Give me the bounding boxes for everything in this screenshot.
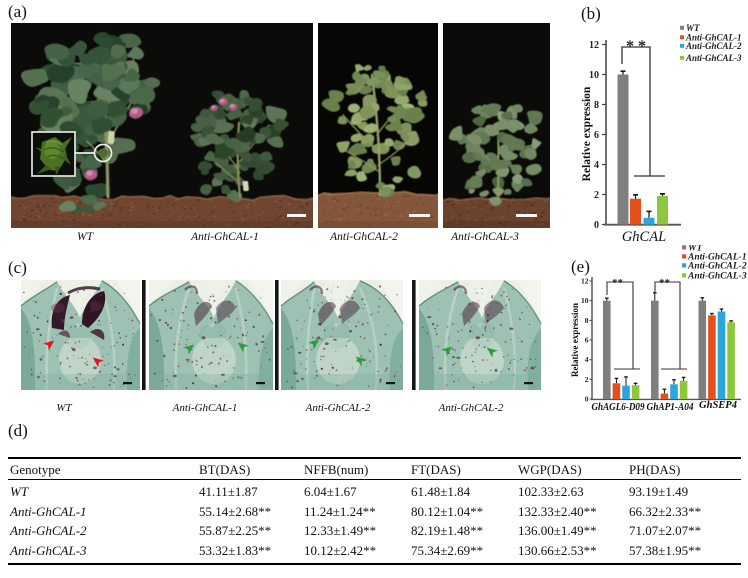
svg-text:Anti-GhCAL-1: Anti-GhCAL-1 xyxy=(685,33,742,43)
svg-text:Relative expression: Relative expression xyxy=(581,86,593,181)
svg-text:6: 6 xyxy=(585,336,589,345)
svg-text:0: 0 xyxy=(585,395,589,404)
svg-text:10: 10 xyxy=(581,296,589,305)
svg-text:4: 4 xyxy=(585,355,589,364)
svg-text:GhCAL: GhCAL xyxy=(622,229,666,245)
svg-text:6: 6 xyxy=(594,130,599,141)
svg-text:2: 2 xyxy=(585,375,589,384)
svg-text:* *: * * xyxy=(626,38,646,55)
svg-text:GhSEP4: GhSEP4 xyxy=(699,400,737,411)
svg-text:GhAP1-A04: GhAP1-A04 xyxy=(647,402,694,413)
svg-text:**: ** xyxy=(659,277,671,289)
svg-text:Anti-GhCAL-2: Anti-GhCAL-2 xyxy=(685,41,742,51)
svg-text:8: 8 xyxy=(585,316,589,325)
svg-text:Anti-GhCAL-2: Anti-GhCAL-2 xyxy=(438,402,504,414)
svg-text:2: 2 xyxy=(594,190,599,201)
svg-text:Relative expression: Relative expression xyxy=(570,303,580,377)
svg-text:WT: WT xyxy=(56,402,72,414)
svg-text:WT: WT xyxy=(688,245,703,254)
svg-text:Anti-GhCAL-2: Anti-GhCAL-2 xyxy=(305,402,371,414)
svg-text:Anti-GhCAL-2: Anti-GhCAL-2 xyxy=(687,262,747,272)
svg-text:12: 12 xyxy=(581,277,589,286)
svg-text:**: ** xyxy=(612,277,624,289)
svg-text:Anti-GhCAL-1: Anti-GhCAL-1 xyxy=(172,402,238,414)
svg-text:0: 0 xyxy=(594,220,599,231)
svg-text:Anti-GhCAL-3: Anti-GhCAL-3 xyxy=(687,272,747,282)
svg-text:8: 8 xyxy=(594,100,599,111)
svg-text:Anti-GhCAL-1: Anti-GhCAL-1 xyxy=(687,253,747,263)
svg-text:4: 4 xyxy=(594,160,599,171)
svg-text:10: 10 xyxy=(589,70,599,81)
svg-text:12: 12 xyxy=(589,40,599,51)
svg-text:WT: WT xyxy=(686,23,700,33)
svg-text:Anti-GhCAL-3: Anti-GhCAL-3 xyxy=(685,53,742,63)
svg-text:GhAGL6-D09: GhAGL6-D09 xyxy=(592,402,646,413)
